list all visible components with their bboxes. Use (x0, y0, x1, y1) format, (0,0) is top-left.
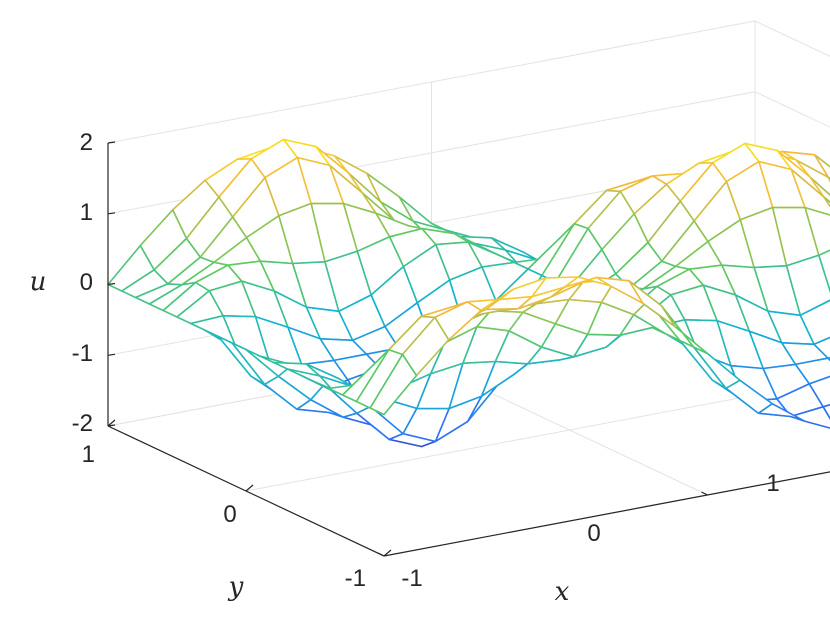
x-axis-label: x (555, 577, 570, 607)
y-tick (107, 419, 116, 427)
z-tick-label: 2 (80, 129, 93, 156)
z-tick-label: 1 (80, 199, 93, 226)
x-tick-label: -1 (401, 565, 422, 592)
y-tick (383, 549, 392, 557)
z-tick (107, 424, 116, 427)
z-tick (107, 353, 116, 356)
y-tick (245, 484, 254, 492)
gridline-z (754, 91, 830, 128)
y-tick-label: 1 (82, 441, 95, 468)
x-tick (377, 552, 385, 557)
z-tick (107, 282, 116, 286)
z-tick-label: -2 (72, 410, 93, 437)
mesh-surface (107, 138, 830, 448)
x-tick (701, 491, 708, 496)
y-axis-label: y (228, 572, 244, 602)
axes (107, 141, 830, 557)
gridline-z (754, 20, 830, 57)
z-tick (107, 212, 116, 215)
y-tick-label: 0 (223, 501, 236, 528)
y-tick-label: -1 (345, 565, 366, 592)
z-tick-label: -1 (72, 340, 93, 367)
z-tick (107, 141, 116, 144)
x-tick-label: 1 (766, 470, 779, 497)
x-tick-label: 0 (587, 520, 600, 547)
z-axis-label: u (30, 267, 47, 297)
z-tick-label: 0 (80, 269, 93, 296)
mesh-cell (369, 353, 418, 416)
